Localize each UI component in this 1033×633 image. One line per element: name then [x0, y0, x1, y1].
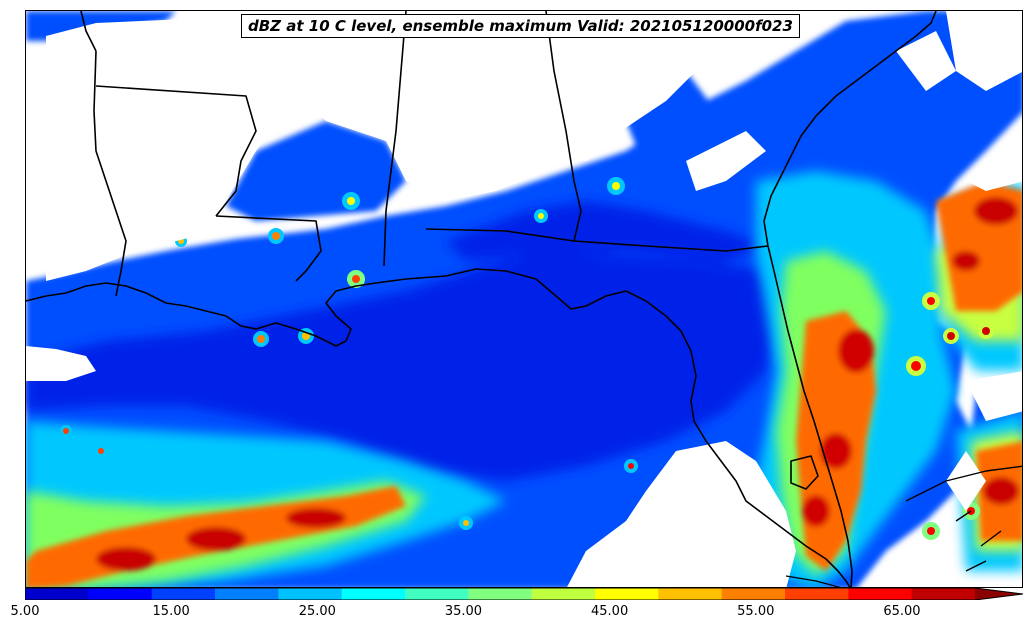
coastline-atlantic: [763, 11, 937, 587]
boundary-lines: [26, 11, 1022, 587]
map-panel: [25, 10, 1023, 588]
cuba-coast: [905, 465, 1022, 502]
colorbar: [25, 588, 1024, 600]
colorbar-tick-label: 15.00: [152, 604, 190, 619]
coastline-gulf: [26, 268, 851, 587]
no-echo-areas: [26, 11, 1022, 587]
colorbar-tick-label: 25.00: [298, 604, 336, 619]
colorbar-segment: [468, 588, 533, 600]
colorbar-segment: [341, 588, 406, 600]
colorbar-tick-label: 35.00: [444, 604, 483, 619]
florida-keys: [785, 575, 841, 587]
colorbar-segment: [405, 588, 469, 600]
colorbar-tick-label: 5.00: [10, 604, 40, 619]
colorbar-segment: [215, 588, 279, 600]
colorbar-segment: [721, 588, 786, 600]
state-line-al-ga: [545, 11, 582, 242]
bahamas-islands: [955, 510, 1002, 572]
colorbar-tick-label: 55.00: [737, 604, 775, 619]
reflectivity-map: [26, 11, 1022, 587]
colorbar-extension: [975, 588, 1023, 600]
colorbar-labels: 5.00 15.00 25.00 35.00 45.00 55.00 65.00: [0, 604, 1033, 624]
reflectivity-layer-mid: [26, 201, 786, 481]
state-line-fl-north: [425, 228, 769, 252]
colorbar-tick-label: 65.00: [883, 604, 921, 619]
map-title: dBZ at 10 C level, ensemble maximum Vali…: [241, 14, 800, 38]
colorbar-segment: [88, 588, 153, 600]
colorbar-tick-label: 45.00: [591, 604, 629, 619]
lake-okeechobee: [790, 455, 819, 490]
state-line-tx-la: [93, 50, 127, 297]
colorbar-segment: [785, 588, 849, 600]
colorbar-segment: [25, 588, 89, 600]
state-line-north: [80, 11, 97, 52]
colorbar-segment: [911, 588, 976, 600]
colorbar-segment: [848, 588, 913, 600]
colorbar-segment: [278, 588, 343, 600]
colorbar-outline: [25, 588, 1024, 600]
state-line-ms-la: [215, 215, 322, 282]
colorbar-segment: [531, 588, 596, 600]
state-line-ms-al: [383, 11, 407, 267]
state-line-ar-la: [95, 85, 257, 217]
colorbar-segment: [595, 588, 659, 600]
colorbar-segment: [151, 588, 216, 600]
reflectivity-layer-cores: [26, 181, 1022, 587]
colorbar-segment: [658, 588, 723, 600]
